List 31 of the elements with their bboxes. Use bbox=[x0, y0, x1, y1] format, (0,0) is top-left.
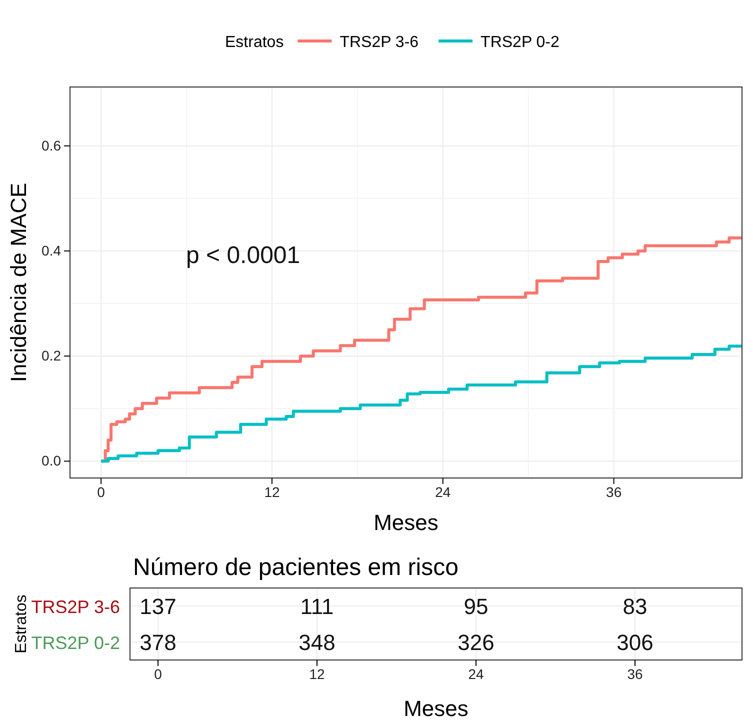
data-label: 348 bbox=[298, 630, 336, 655]
x-tick-label: 12 bbox=[309, 666, 325, 682]
data-label: 83 bbox=[622, 594, 648, 619]
y-axis-title: Estratos bbox=[13, 594, 30, 654]
data-label: 306 bbox=[616, 630, 654, 655]
y-axis-title: Incidência de MACE bbox=[6, 182, 31, 382]
x-tick-label: 0 bbox=[154, 666, 162, 682]
y-tick-label: 0.0 bbox=[42, 452, 62, 469]
x-tick-label: 0 bbox=[97, 484, 106, 500]
legend-title: Estratos bbox=[225, 34, 284, 51]
x-tick-label: 12 bbox=[264, 484, 280, 500]
y-tick-label: 0.4 bbox=[42, 242, 62, 258]
data-label: 137 bbox=[140, 594, 176, 619]
x-axis-title: Meses bbox=[404, 696, 468, 721]
data-label: 378 bbox=[140, 630, 176, 655]
data-label: 111 bbox=[300, 594, 334, 619]
annotation: p < 0.0001 bbox=[186, 242, 300, 269]
legend-label: TRS2P 3-6 bbox=[340, 34, 419, 51]
data-label: 95 bbox=[464, 594, 488, 619]
y-tick-label: 0.2 bbox=[42, 348, 62, 364]
x-axis-title: Meses bbox=[374, 510, 438, 535]
legend-label: TRS2P 0-2 bbox=[480, 34, 560, 51]
x-tick-label: 24 bbox=[468, 666, 484, 682]
x-tick-label: 36 bbox=[627, 666, 643, 682]
y-tick-label: 0.6 bbox=[42, 137, 62, 154]
chart-title: Número de pacientes em risco bbox=[133, 554, 458, 581]
y-tick-label: TRS2P 3-6 bbox=[31, 597, 120, 617]
x-tick-label: 36 bbox=[606, 484, 622, 500]
y-tick-label: TRS2P 0-2 bbox=[31, 633, 120, 653]
x-tick-label: 24 bbox=[435, 484, 451, 500]
data-label: 326 bbox=[458, 630, 494, 655]
